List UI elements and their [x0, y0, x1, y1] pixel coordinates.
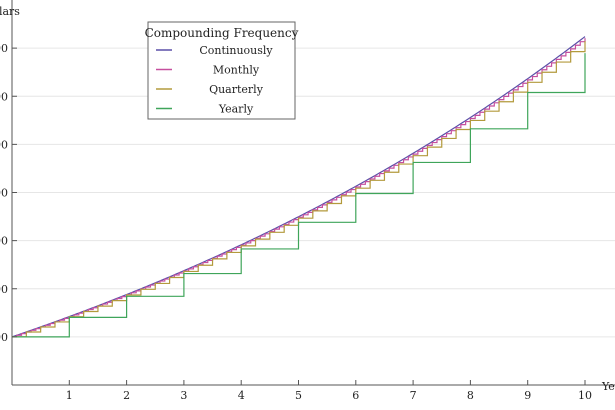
y-axis-label: Dollars [0, 5, 20, 18]
y-tick-label-700: 700 [0, 235, 8, 248]
series-quarterly [12, 40, 586, 338]
y-tick-label-1100: 1100 [0, 42, 8, 55]
x-axis-label: Years [601, 380, 615, 393]
legend-title: Compounding Frequency [145, 26, 299, 40]
x-tick-label-3: 3 [180, 389, 187, 402]
series-continuously [11, 36, 586, 338]
y-tick-label-800: 800 [0, 187, 8, 200]
x-tick-label-1: 1 [66, 389, 73, 402]
series-monthly [12, 38, 586, 338]
grid-layer [12, 47, 615, 338]
legend-box [147, 21, 296, 120]
x-tick-label-5: 5 [295, 389, 302, 402]
x-tick-label-6: 6 [352, 389, 359, 402]
x-tick-label-8: 8 [467, 389, 474, 402]
y-tick-label-900: 900 [0, 138, 8, 151]
x-tick-label-7: 7 [410, 389, 417, 402]
legend-label-quarterly: Quarterly [209, 83, 264, 96]
legend-label-continuously: Continuously [199, 44, 273, 57]
x-tick-label-10: 10 [578, 389, 592, 402]
legend-label-monthly: Monthly [213, 64, 260, 77]
x-tick-label-9: 9 [524, 389, 531, 402]
x-tick-label-2: 2 [123, 389, 130, 402]
series-yearly [12, 53, 586, 338]
x-tick-label-4: 4 [238, 389, 245, 402]
legend-label-yearly: Yearly [218, 103, 254, 116]
legend-items: Continuously Monthly Quarterly Yearly [156, 44, 273, 116]
y-tick-label-500: 500 [0, 331, 8, 344]
y-tick-label-600: 600 [0, 283, 8, 296]
legend: Compounding Frequency Continuously Monthl… [145, 21, 299, 120]
series-layer [11, 36, 586, 338]
